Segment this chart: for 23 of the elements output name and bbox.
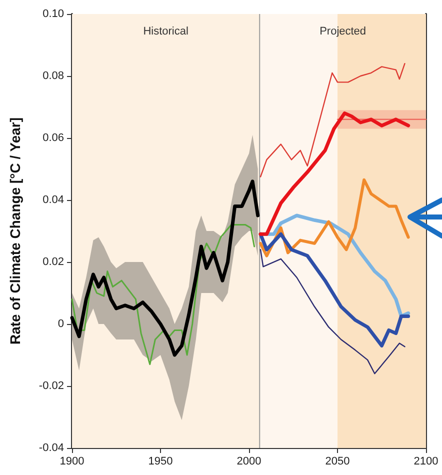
line-series xyxy=(258,111,410,236)
line-series xyxy=(258,232,410,348)
y-tick-label: 0.06 xyxy=(42,132,64,144)
line-series xyxy=(70,180,260,357)
y-tick-label: 0.10 xyxy=(42,8,64,20)
line-series xyxy=(259,178,410,258)
y-tick-label: -0.02 xyxy=(38,380,64,392)
band-label: Historical xyxy=(143,26,188,38)
line-series xyxy=(71,224,256,366)
y-tick-label: 0 xyxy=(58,318,64,330)
line-series xyxy=(260,63,406,178)
x-tick-label: 1900 xyxy=(60,456,84,468)
y-tick-label: -0.04 xyxy=(38,442,64,454)
line-series xyxy=(260,249,406,374)
y-tick-label: 0.04 xyxy=(42,194,64,206)
x-tick-label: 1950 xyxy=(148,456,173,468)
x-tick-label: 2050 xyxy=(325,456,350,468)
band-label: Projected xyxy=(320,26,366,38)
x-tick-label: 2100 xyxy=(414,456,438,468)
y-tick-label: 0.08 xyxy=(42,70,64,82)
x-tick-label: 2000 xyxy=(236,456,262,468)
y-axis-title: Rate of Climate Change [°C / Year] xyxy=(7,117,23,345)
y-tick-label: 0.02 xyxy=(42,256,64,268)
